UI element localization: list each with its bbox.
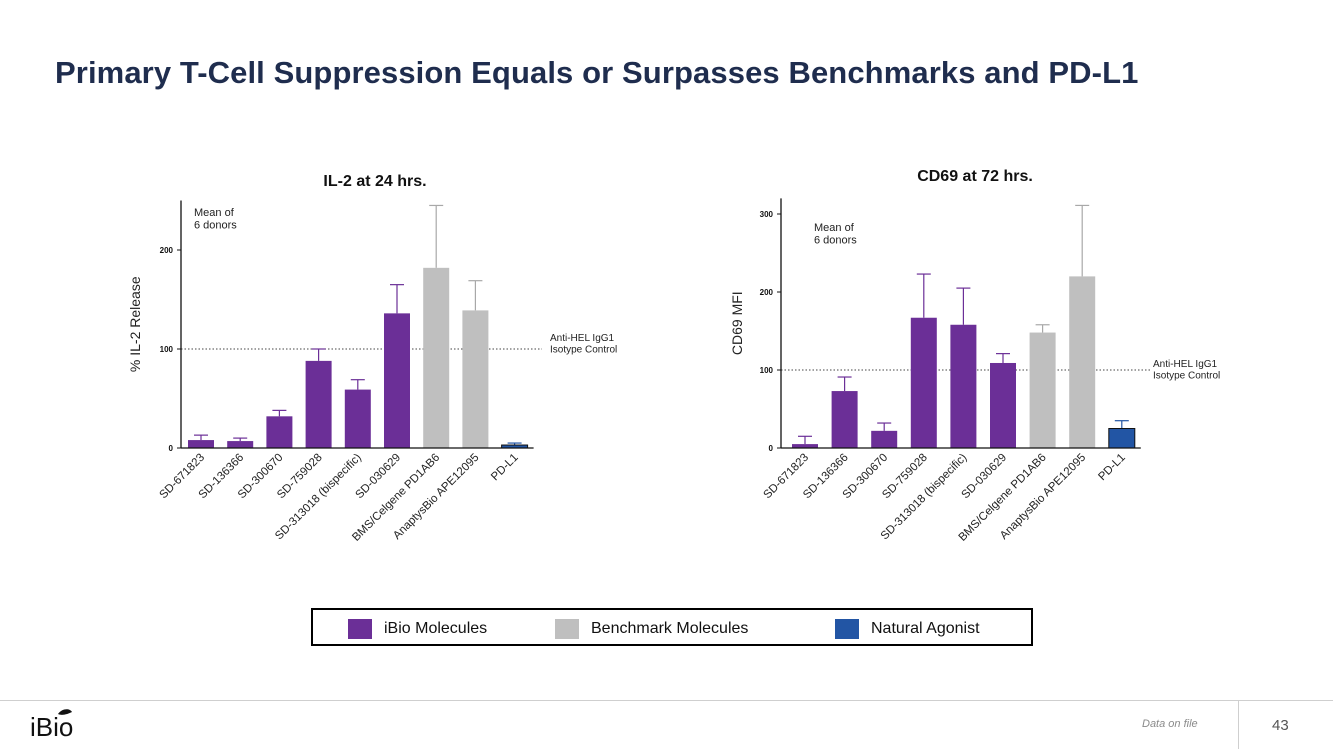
- chart-title: IL-2 at 24 hrs.: [323, 173, 426, 190]
- y-tick-label: 100: [160, 345, 174, 354]
- logo-wordmark: iBio: [30, 712, 73, 742]
- page-number: 43: [1272, 717, 1289, 734]
- legend-item-benchmark: Benchmark Molecules: [555, 619, 748, 639]
- y-tick-label: 0: [169, 444, 174, 453]
- logo-leaf-icon: [58, 709, 72, 715]
- data-on-file-note: Data on file: [1142, 718, 1198, 730]
- y-tick-label: 200: [760, 288, 774, 297]
- legend-swatch-ibio: [348, 619, 372, 639]
- bar: [423, 267, 450, 448]
- legend-label-benchmark: Benchmark Molecules: [591, 620, 749, 637]
- chart-legend: iBio Molecules Benchmark Molecules Natur…: [311, 608, 1033, 646]
- y-axis-label: CD69 MFI: [729, 291, 745, 355]
- cd69-chart: CD69 at 72 hrs. CD69 MFI Anti-HEL IgG1 Isot…: [729, 168, 1220, 544]
- bar: [1029, 332, 1056, 448]
- reference-line-label: Anti-HEL IgG1 Isotype Control: [550, 333, 617, 356]
- bar: [1069, 276, 1096, 448]
- y-tick-label: 100: [760, 366, 774, 375]
- y-tick-label: 300: [760, 210, 774, 219]
- y-tick-label: 200: [160, 246, 174, 255]
- y-tick-label: 0: [769, 444, 774, 453]
- legend-label-ibio: iBio Molecules: [384, 620, 488, 637]
- bar: [990, 362, 1016, 448]
- bar: [831, 391, 858, 448]
- bar: [266, 416, 293, 448]
- footer-separator: [1238, 701, 1239, 749]
- bar: [1108, 428, 1136, 449]
- page-title: Primary T-Cell Suppression Equals or Sur…: [55, 55, 1139, 90]
- footer-divider: [0, 700, 1333, 701]
- y-axis-label: % IL-2 Release: [127, 276, 143, 372]
- donor-annotation: Mean of 6 donors: [194, 207, 237, 232]
- bar: [344, 389, 371, 448]
- legend-item-natural: Natural Agonist: [835, 619, 980, 639]
- bar: [227, 441, 254, 448]
- legend-label-natural: Natural Agonist: [871, 620, 980, 637]
- donor-annotation: Mean of 6 donors: [814, 222, 857, 247]
- bar: [188, 440, 214, 448]
- chart-title: CD69 at 72 hrs.: [917, 168, 1033, 185]
- legend-swatch-benchmark: [555, 619, 579, 639]
- x-tick-label: PD-L1: [489, 452, 521, 484]
- x-tick-label: PD-L1: [1096, 452, 1128, 484]
- bar: [950, 324, 977, 448]
- il2-chart: IL-2 at 24 hrs. % IL-2 Release Anti-HEL Ig…: [127, 173, 617, 544]
- bar: [792, 444, 818, 448]
- reference-line-label: Anti-HEL IgG1 Isotype Control: [1153, 359, 1220, 382]
- bar: [384, 313, 410, 448]
- bar: [910, 317, 937, 448]
- bar: [462, 310, 489, 448]
- ibio-logo: iBio: [30, 709, 73, 742]
- bar: [305, 360, 332, 448]
- bar: [871, 430, 898, 448]
- legend-swatch-natural: [835, 619, 859, 639]
- legend-item-ibio: iBio Molecules: [348, 619, 487, 639]
